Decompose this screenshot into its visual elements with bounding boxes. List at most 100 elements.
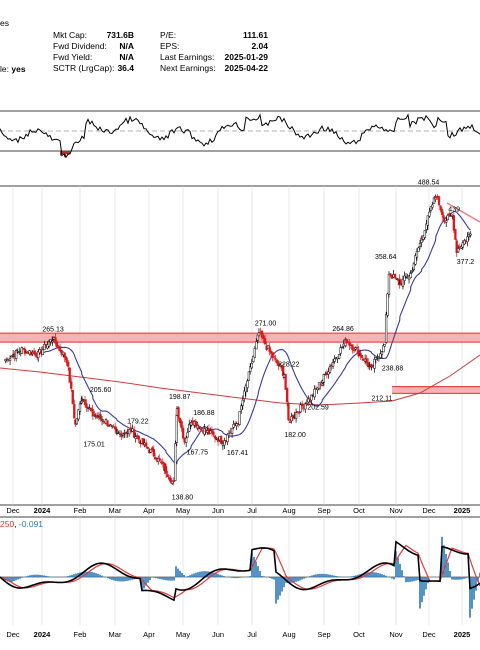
macd-line: [0, 540, 480, 602]
macd-histogram-bar: [71, 574, 73, 577]
candle-body: [216, 438, 220, 442]
candle-body: [461, 242, 464, 248]
macd-histogram-bar: [325, 574, 327, 577]
candle-body: [412, 263, 416, 270]
candle-body: [241, 399, 244, 406]
candle-body: [426, 215, 430, 226]
candle-body: [22, 348, 25, 350]
macd-histogram-bar: [169, 577, 171, 581]
candle-body: [85, 403, 88, 408]
candle-body: [70, 381, 73, 389]
candle-body: [448, 213, 451, 216]
candle-body: [83, 399, 87, 405]
macd-histogram-bar: [37, 574, 39, 577]
rsi-panel: [0, 110, 480, 159]
candle-body: [226, 434, 229, 443]
macd-histogram-bar: [257, 566, 259, 577]
candle-body: [317, 382, 321, 390]
candle-body: [384, 314, 388, 343]
candle-body: [93, 414, 96, 417]
candle-body: [418, 242, 422, 247]
macd-histogram-bar: [449, 571, 451, 577]
candle-body: [428, 211, 431, 217]
macd-histogram-bar: [239, 577, 241, 578]
candle-body: [213, 435, 217, 439]
candle-body: [243, 390, 246, 399]
macd-histogram-bar: [371, 572, 373, 577]
candle-body: [401, 278, 405, 287]
macd-histogram-bar: [161, 577, 163, 580]
macd-histogram-bar: [219, 574, 221, 577]
candle-body: [290, 416, 293, 422]
resistance-zone-fill: [0, 333, 480, 343]
candle-body: [341, 346, 344, 349]
candle-body: [328, 366, 332, 373]
candle-body: [210, 429, 214, 434]
stat-value: 111.61: [242, 30, 268, 40]
candle-body: [37, 351, 40, 358]
candle-body: [280, 364, 283, 369]
macd-histogram-bar: [73, 574, 75, 577]
candle-body: [8, 358, 12, 361]
price-annotation: 265.13: [42, 327, 64, 334]
candle-body: [175, 414, 178, 443]
candle-body: [114, 426, 117, 430]
macd-histogram-bar: [407, 577, 409, 583]
candle-body: [65, 358, 68, 363]
macd-histogram-bar: [159, 577, 161, 580]
macd-histogram-bar: [381, 574, 383, 577]
macd-histogram-bar: [175, 566, 177, 577]
candle-body: [188, 423, 191, 432]
price-annotation: 186.88: [193, 410, 215, 417]
rsi-oversold-fill: [60, 151, 62, 156]
macd-histogram-bar: [27, 575, 29, 577]
macd-histogram-bar: [467, 577, 469, 578]
macd-legend-v2: -0.091: [19, 519, 43, 529]
macd-histogram-bar: [171, 577, 173, 581]
macd-histogram-bar: [329, 574, 331, 577]
candle-body: [359, 352, 362, 357]
candle-body: [285, 388, 289, 403]
candle-body: [166, 474, 169, 478]
candle-body: [20, 347, 24, 354]
macd-histogram-bar: [421, 577, 423, 603]
price-annotation: 175.01: [83, 441, 105, 448]
macd-histogram-bar: [127, 577, 129, 581]
candle-body: [51, 340, 54, 343]
macd-histogram-bar: [35, 574, 37, 577]
macd-histogram-bar: [417, 577, 419, 580]
candle-body: [455, 240, 458, 253]
price-annotation: 179.22: [127, 419, 149, 426]
candle-body: [395, 278, 398, 280]
macd-histogram-bar: [209, 571, 211, 577]
candle-body: [145, 442, 148, 447]
macd-histogram-bar: [465, 577, 467, 579]
macd-histogram-bar: [271, 577, 273, 579]
macd-histogram-bar: [191, 574, 193, 577]
macd-histogram-bar: [279, 577, 281, 596]
macd-histogram-bar: [391, 577, 393, 579]
candle-body: [305, 403, 308, 405]
candle-body: [151, 447, 154, 451]
macd-histogram-bar: [193, 573, 195, 577]
price-annotation: 167.41: [227, 450, 249, 457]
candle-body: [434, 196, 438, 199]
candle-body: [411, 270, 414, 272]
macd-histogram-bar: [269, 577, 271, 579]
candle-body: [417, 247, 420, 252]
candle-body: [299, 404, 302, 413]
macd-histogram-bar: [455, 577, 457, 580]
candle-body: [310, 394, 313, 401]
candle-body: [337, 354, 341, 359]
candle-body: [171, 480, 174, 484]
candle-body: [118, 432, 122, 435]
candle-body: [32, 350, 36, 354]
price-x-tick-label: Sep: [317, 506, 330, 515]
candle-body: [41, 349, 44, 355]
rsi-oversold-fill: [66, 151, 68, 155]
macd-histogram-bar: [19, 577, 21, 579]
macd-histogram-bar: [113, 577, 115, 581]
candle-body: [75, 418, 79, 425]
macd-histogram-bar: [81, 572, 83, 577]
candle-body: [389, 273, 392, 277]
